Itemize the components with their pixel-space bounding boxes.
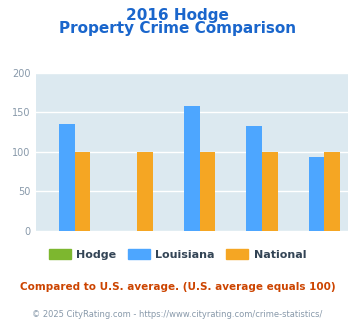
Bar	[75, 152, 90, 231]
Legend: Hodge, Louisiana, National: Hodge, Louisiana, National	[45, 246, 310, 263]
Bar	[246, 126, 262, 231]
Bar	[262, 152, 278, 231]
Bar	[309, 156, 324, 231]
Bar	[59, 124, 75, 231]
Text: 2016 Hodge: 2016 Hodge	[126, 8, 229, 23]
Bar	[324, 152, 340, 231]
Text: © 2025 CityRating.com - https://www.cityrating.com/crime-statistics/: © 2025 CityRating.com - https://www.city…	[32, 310, 323, 319]
Bar	[137, 152, 153, 231]
Text: Compared to U.S. average. (U.S. average equals 100): Compared to U.S. average. (U.S. average …	[20, 282, 335, 292]
Bar	[200, 152, 215, 231]
Text: Property Crime Comparison: Property Crime Comparison	[59, 21, 296, 36]
Bar	[184, 106, 200, 231]
